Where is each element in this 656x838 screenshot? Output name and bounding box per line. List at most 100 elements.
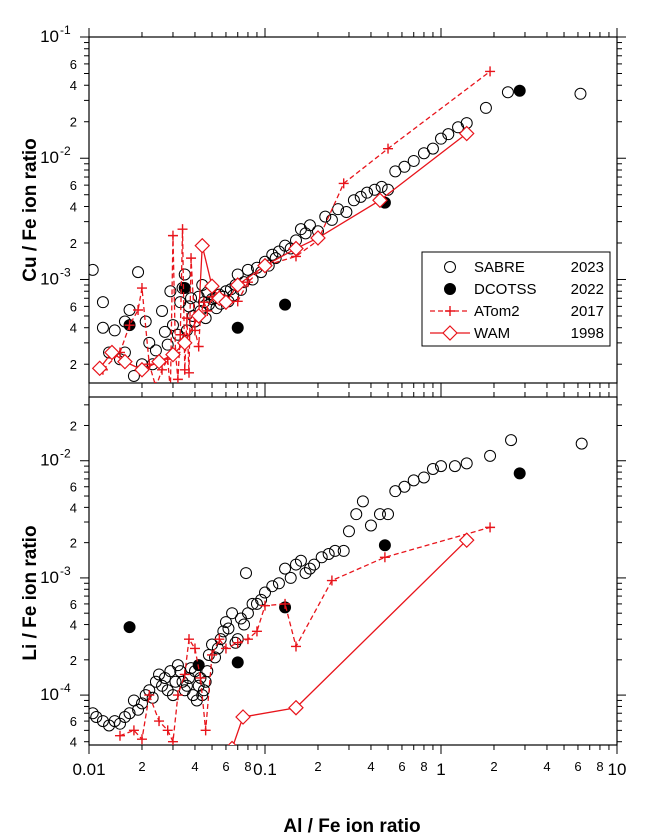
data-point-dcotss [513,84,526,97]
data-point-sabre [279,239,292,252]
data-point-sabre [185,292,198,305]
data-point-sabre [505,434,518,447]
data-point-atom2 [220,643,231,654]
data-point-sabre [135,697,148,710]
data-point-atom2 [193,341,204,352]
data-point-sabre [407,154,420,167]
data-point-sabre [308,558,321,571]
data-point-sabre [299,227,312,240]
data-point-atom2 [260,600,270,611]
data-point-atom2 [124,320,135,331]
data-point-sabre [240,567,253,580]
data-point-sabre [501,86,514,99]
x-tick-label: 4 [543,759,550,774]
y-tick-exponent: -3 [60,265,71,279]
data-point-sabre [460,457,473,470]
data-point-sabre [373,508,386,521]
data-point-sabre [90,711,103,724]
data-layer [89,66,587,383]
data-point-atom2 [114,730,125,741]
legend-label-sabre: SABRE [474,259,525,276]
data-point-atom2 [290,641,301,652]
y-axis-label-li-fe: Li / Fe ion ratio [20,525,41,660]
y-tick-exponent: -3 [60,564,71,578]
x-tick-label: 2 [138,759,145,774]
data-point-atom2 [133,305,144,316]
data-point-sabre [132,703,145,716]
data-point-sabre [266,580,279,593]
data-point-sabre [289,558,302,571]
data-point-wam [204,278,220,295]
data-point-atom2 [162,725,173,736]
data-point-sabre [315,551,328,564]
data-point-wam [310,230,326,246]
data-point-wam [257,257,273,274]
data-layer [89,434,588,745]
legend-year-wam: 1998 [571,325,604,342]
data-point-atom2 [172,690,183,701]
data-point-sabre [176,675,189,688]
data-point-sabre [398,480,411,493]
data-point-sabre [361,186,374,199]
data-point-sabre [279,562,292,575]
data-point-wam [117,353,133,370]
y-tick-label: 2 [70,418,77,433]
data-point-wam [104,344,120,361]
x-tick-label: 0.01 [72,760,105,779]
data-point-sabre [356,495,369,508]
y-tick-exponent: -1 [60,23,71,37]
data-point-sabre [368,183,381,196]
data-point-sabre [123,707,136,720]
data-point-sabre [143,336,156,349]
data-point-sabre [350,508,363,521]
data-point-sabre [329,544,342,557]
x-tick-label: 2 [490,759,497,774]
legend-symbol-sabre [444,261,456,273]
data-point-sabre [164,285,177,298]
data-point-atom2 [485,522,496,533]
data-point-wam [176,335,193,351]
data-point-atom2 [383,143,394,154]
data-point-atom2 [184,634,195,645]
y-tick-label: 10 [40,685,59,704]
data-point-sabre [574,87,587,100]
y-tick-label: 2 [70,236,77,251]
data-point-sabre [364,519,377,532]
data-point-wam [288,240,304,257]
data-point-atom2 [136,283,147,294]
x-tick-label: 8 [244,759,251,774]
y-tick-label: 10 [40,269,59,288]
data-point-wam [151,353,167,370]
data-point-wam [458,125,475,142]
data-point-atom2 [144,690,155,701]
y-tick-exponent: -4 [60,681,71,695]
plot-frame [88,36,618,384]
data-point-sabre [407,474,420,487]
data-point-sabre [164,665,177,678]
data-point-sabre [241,263,254,276]
series-line-wam [232,539,468,745]
legend-year-sabre: 2023 [571,259,604,276]
legend-symbol-wam [442,325,458,341]
x-tick-label: 8 [596,759,603,774]
legend-year-atom2: 2017 [571,303,604,320]
data-point-dcotss [378,539,391,552]
data-point-sabre [178,268,191,281]
data-point-sabre [226,607,239,620]
y-tick-label: 4 [70,735,77,750]
data-point-sabre [201,665,214,678]
data-point-sabre [322,548,335,561]
data-point-atom2 [167,736,178,745]
data-point-wam [229,277,246,293]
data-point-sabre [435,460,447,473]
data-point-atom2 [195,672,206,683]
data-point-wam [218,294,234,311]
data-point-sabre [209,651,222,664]
y-tick-label: 10 [40,148,59,167]
data-point-sabre [158,325,171,338]
y-tick-label: 6 [70,57,77,72]
data-point-sabre [382,508,395,521]
data-point-sabre [161,338,174,351]
data-point-sabre [347,194,360,207]
